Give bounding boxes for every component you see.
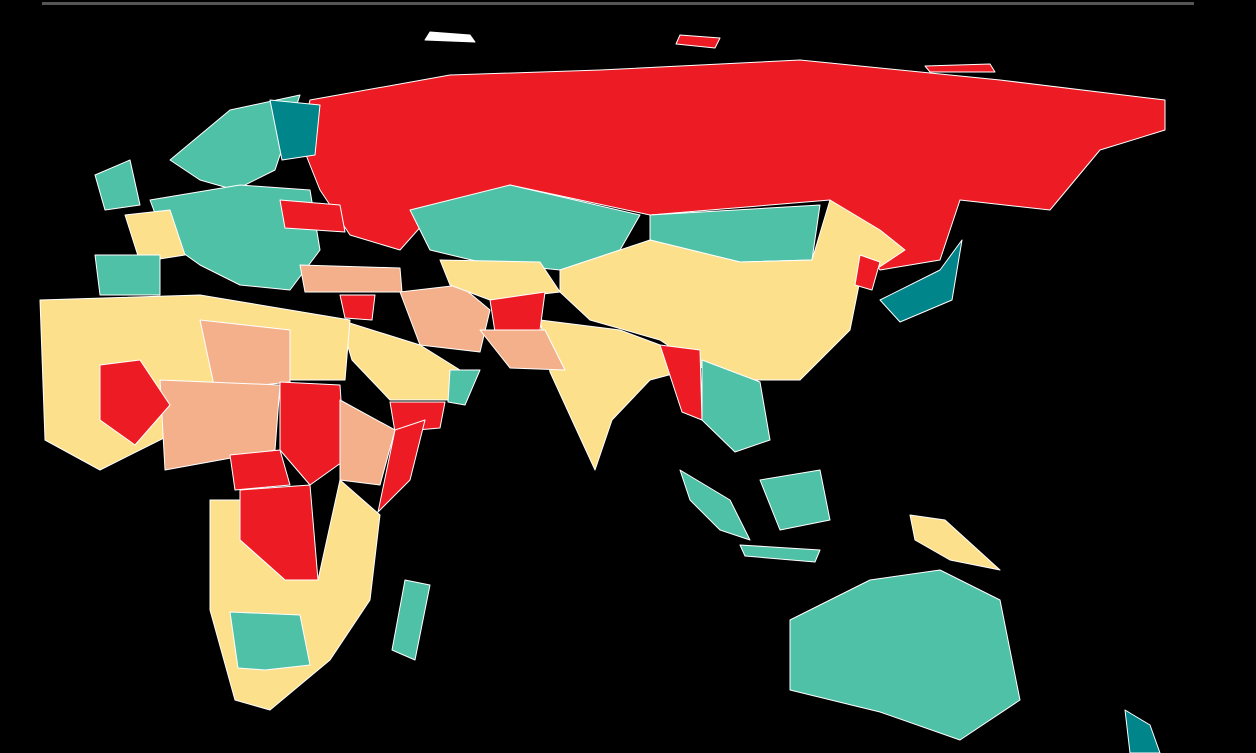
region-yemen bbox=[389, 401, 446, 433]
region-madagascar bbox=[391, 579, 431, 661]
arctic-island bbox=[675, 34, 721, 49]
region-australia bbox=[789, 569, 1021, 741]
region-namibia-botswana bbox=[229, 611, 311, 671]
region-france bbox=[124, 209, 186, 263]
region-iberia bbox=[94, 254, 161, 296]
region-southeast-asia bbox=[701, 359, 771, 453]
region-japan bbox=[879, 239, 963, 323]
region-java bbox=[739, 544, 821, 563]
region-sumatra bbox=[679, 469, 751, 541]
region-turkey bbox=[299, 264, 403, 293]
region-mali bbox=[99, 359, 171, 446]
region-papua-new-guinea bbox=[909, 514, 1001, 571]
region-myanmar bbox=[659, 344, 703, 421]
region-china bbox=[559, 199, 906, 381]
region-finland bbox=[269, 99, 321, 161]
region-somalia bbox=[377, 419, 426, 513]
region-ethiopia bbox=[339, 399, 396, 486]
region-oman bbox=[447, 369, 481, 406]
arctic-island bbox=[924, 63, 996, 73]
region-uk bbox=[94, 159, 141, 211]
region-central-african-republic bbox=[229, 449, 291, 491]
region-north-korea bbox=[854, 254, 881, 291]
top-divider bbox=[42, 2, 1194, 5]
region-borneo bbox=[759, 469, 831, 531]
region-sudan bbox=[279, 381, 346, 486]
region-russia bbox=[299, 59, 1166, 271]
region-syria bbox=[339, 294, 376, 321]
region-ukraine bbox=[279, 199, 346, 233]
region-india bbox=[539, 319, 681, 471]
region-pakistan bbox=[479, 329, 566, 371]
region-libya bbox=[199, 319, 291, 391]
region-scandinavia bbox=[169, 94, 301, 191]
region-new-zealand bbox=[1124, 709, 1161, 753]
arctic-island bbox=[424, 31, 476, 43]
